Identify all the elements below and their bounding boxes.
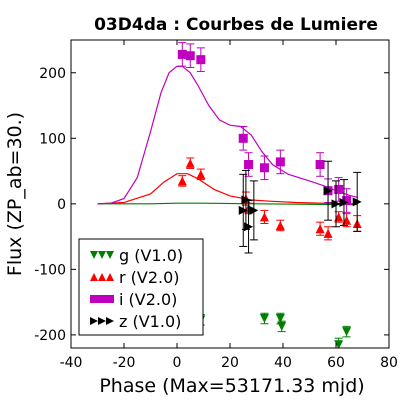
x-axis-label: Phase (Max=53171.33 mjd) bbox=[99, 375, 364, 397]
data-point bbox=[185, 51, 195, 61]
y-axis-label: Flux (ZP_ab=30.) bbox=[4, 112, 26, 276]
legend-marker bbox=[98, 317, 106, 325]
data-point bbox=[275, 220, 285, 230]
legend-marker bbox=[90, 317, 98, 325]
legend-label-1: r (V2.0) bbox=[119, 268, 180, 287]
data-point bbox=[196, 169, 206, 179]
data-point bbox=[249, 205, 259, 215]
data-point bbox=[238, 133, 248, 143]
x-tick-label: -40 bbox=[60, 355, 83, 371]
legend: g (V1.0) r (V2.0) i (V2.0) z (V1.0) bbox=[78, 238, 204, 336]
legend-marker bbox=[98, 251, 106, 259]
series-1 bbox=[97, 157, 362, 241]
legend-label-3: z (V1.0) bbox=[119, 312, 181, 331]
data-point bbox=[244, 222, 254, 232]
data-point bbox=[331, 199, 341, 209]
data-point bbox=[259, 163, 269, 173]
x-tick-label: 20 bbox=[221, 355, 239, 371]
data-point bbox=[339, 198, 349, 208]
x-tick-label: 40 bbox=[274, 355, 292, 371]
data-point bbox=[275, 314, 285, 324]
data-point bbox=[177, 49, 187, 59]
legend-marker bbox=[106, 251, 114, 259]
data-point bbox=[275, 157, 285, 167]
chart-title: 03D4da : Courbes de Lumiere bbox=[94, 15, 378, 35]
y-tick-label: -100 bbox=[34, 262, 66, 278]
data-point bbox=[315, 224, 325, 234]
legend-label-2: i (V2.0) bbox=[119, 290, 177, 309]
data-point bbox=[323, 228, 333, 238]
legend-marker bbox=[98, 273, 106, 281]
data-point bbox=[238, 205, 248, 215]
data-point bbox=[342, 196, 352, 206]
y-tick-label: 200 bbox=[39, 66, 66, 82]
x-tick-label: 80 bbox=[380, 355, 398, 371]
data-point bbox=[241, 195, 251, 205]
legend-marker bbox=[106, 295, 114, 303]
data-point bbox=[277, 321, 287, 331]
legend-marker bbox=[106, 273, 114, 281]
data-point bbox=[196, 55, 206, 65]
model-curve-1 bbox=[97, 173, 358, 205]
legend-marker bbox=[90, 295, 98, 303]
data-point bbox=[342, 327, 352, 337]
legend-label-0: g (V1.0) bbox=[119, 246, 183, 265]
y-tick-label: 0 bbox=[57, 197, 66, 213]
data-point bbox=[334, 184, 344, 194]
legend-marker bbox=[106, 317, 114, 325]
series-3 bbox=[238, 160, 362, 254]
legend-marker bbox=[90, 251, 98, 259]
data-point bbox=[323, 186, 333, 196]
y-tick-label: -200 bbox=[34, 328, 66, 344]
series-2 bbox=[97, 42, 358, 213]
y-tick-label: 100 bbox=[39, 131, 66, 147]
data-point bbox=[334, 340, 344, 348]
data-point bbox=[185, 158, 195, 168]
data-point bbox=[244, 160, 254, 170]
data-point bbox=[259, 314, 269, 324]
data-point bbox=[352, 197, 362, 207]
data-point bbox=[177, 176, 187, 186]
x-tick-label: 0 bbox=[173, 355, 182, 371]
x-tick-label: 60 bbox=[327, 355, 345, 371]
legend-marker bbox=[98, 295, 106, 303]
data-point bbox=[259, 212, 269, 222]
x-tick-label: -20 bbox=[113, 355, 136, 371]
legend-marker bbox=[90, 273, 98, 281]
model-curve-2 bbox=[97, 65, 358, 205]
data-point bbox=[315, 160, 325, 170]
